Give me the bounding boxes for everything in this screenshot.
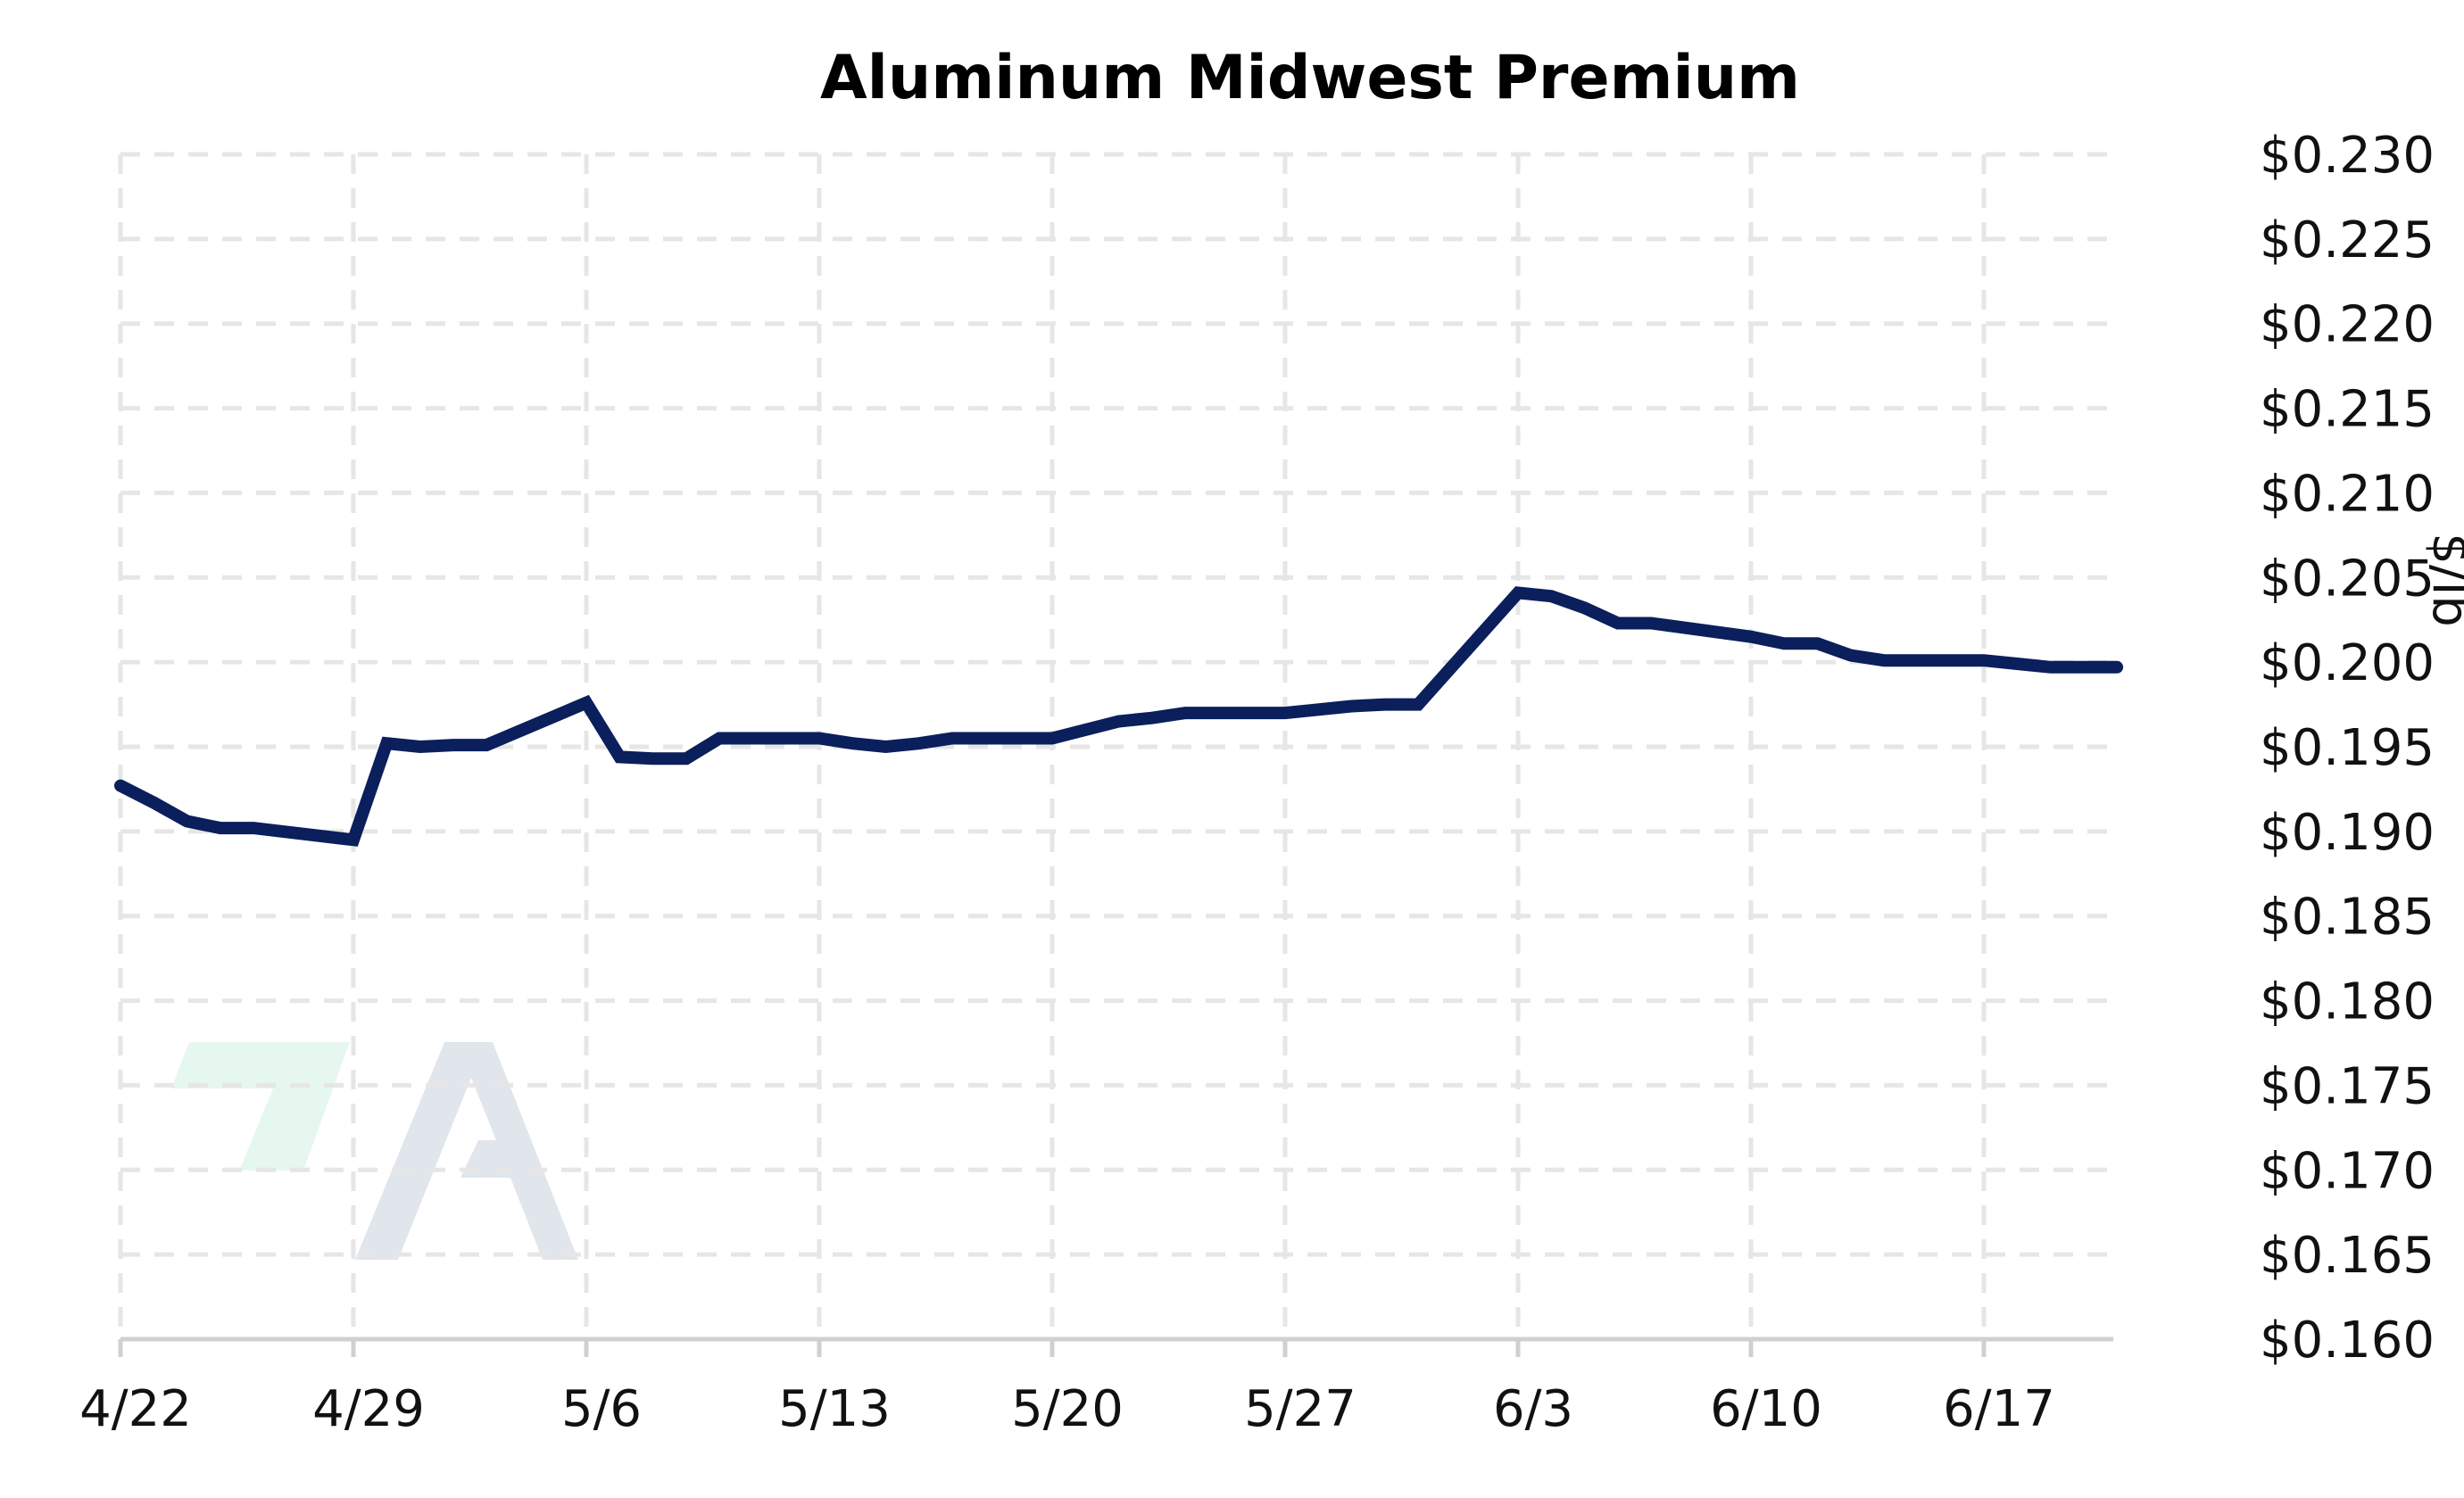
x-tick-label: 5/27 [1244,1380,1356,1438]
x-tick-label: 4/22 [79,1380,192,1438]
y-tick-labels: $0.230 $0.225 $0.220 $0.215 $0.210 $0.205 $0.2… [2260,127,2435,1370]
y-tick-label: $0.210 [2260,465,2435,523]
x-tick-label: 6/17 [1943,1380,2055,1438]
y-tick-label: $0.185 [2260,889,2435,947]
y-tick-label: $0.195 [2260,719,2435,777]
x-tick-label: 5/13 [778,1380,891,1438]
series-line [114,586,2124,847]
x-tick-label: 6/3 [1493,1380,1573,1438]
x-tick-label: 6/10 [1710,1380,1822,1438]
logo-mark [171,1042,578,1260]
x-tick-label: 5/6 [561,1380,642,1438]
y-tick-label: $0.165 [2260,1227,2435,1285]
x-axis [118,1337,2113,1357]
y-tick-label: $0.180 [2260,973,2435,1031]
x-tick-label: 4/29 [312,1380,425,1438]
y-tick-label: $0.205 [2260,550,2435,608]
y-tick-label: $0.170 [2260,1142,2435,1200]
y-tick-label: $0.220 [2260,296,2435,354]
logo-mark-gray-shape [355,1042,578,1260]
y-tick-label: $0.200 [2260,634,2435,692]
x-tick-label: 5/20 [1011,1380,1124,1438]
y-tick-label: $0.190 [2260,804,2435,862]
grid [118,152,2113,1339]
y-tick-label: $0.225 [2260,211,2435,269]
y-tick-label: $0.230 [2260,127,2435,185]
y-tick-label: $0.160 [2260,1312,2435,1370]
y-axis-label: $/lb [2421,533,2464,627]
y-tick-label: $0.175 [2260,1057,2435,1115]
logo-mark-green-shape [171,1042,350,1171]
x-tick-labels: 4/22 4/29 5/6 5/13 5/20 5/27 6/3 6/10 6/17 [79,1380,2055,1438]
y-tick-label: $0.215 [2260,381,2435,439]
chart-title: Aluminum Midwest Premium [820,43,1800,113]
series-layer [114,586,2124,847]
